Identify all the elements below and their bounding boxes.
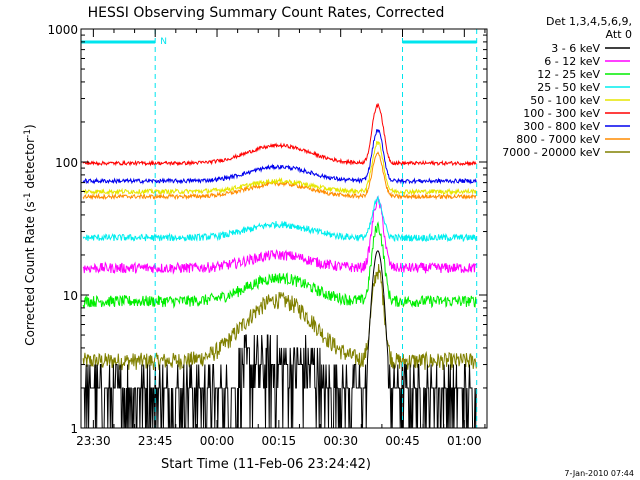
legend-header-line: Att 0	[606, 28, 632, 41]
x-tick-label: 00:15	[262, 434, 297, 448]
legend-header-line: Det 1,3,4,5,6,9,	[546, 15, 632, 28]
generated-date: 7-Jan-2010 07:44	[564, 469, 634, 478]
x-tick-label: 00:00	[200, 434, 235, 448]
plot-frame	[80, 28, 488, 429]
series-line	[82, 195, 477, 243]
legend-label: 800 - 7000 keV	[516, 133, 600, 146]
legend-label: 300 - 800 keV	[523, 120, 600, 133]
x-tick-label: 00:45	[385, 434, 420, 448]
y-axis-label-part: )	[23, 124, 37, 129]
series-line	[82, 129, 477, 185]
y-axis-label-part: detector	[23, 138, 37, 193]
legend-label: 100 - 300 keV	[523, 107, 600, 120]
axes: 1 10 100 1000 23:30 23:45 00:00 00:15 00:30 00:45…	[47, 23, 488, 448]
y-tick-label: 10	[63, 289, 78, 303]
y-axis-label-superscript: -1	[23, 192, 33, 201]
legend-label: 3 - 6 keV	[551, 42, 600, 55]
legend-label: 12 - 25 keV	[537, 68, 600, 81]
legend-label: 25 - 50 keV	[537, 81, 600, 94]
x-tick-label: 00:30	[323, 434, 358, 448]
x-tick-label: 23:45	[138, 434, 173, 448]
series-line	[82, 263, 477, 371]
y-tick-label: 100	[55, 156, 78, 170]
chart-title: HESSI Observing Summary Count Rates, Cor…	[88, 5, 445, 21]
x-tick-label: 23:30	[76, 434, 111, 448]
series-line	[82, 221, 477, 309]
saa-marker-label: N	[160, 37, 167, 47]
series-line	[82, 195, 477, 275]
series-line	[82, 151, 477, 201]
boundary-lines	[154, 29, 478, 428]
legend-label: 6 - 12 keV	[544, 55, 600, 68]
y-axis-label: Corrected Count Rate (s-1 detector-1)	[23, 124, 37, 345]
legend-label: 7000 - 20000 keV	[502, 146, 600, 159]
y-axis-label-superscript: -1	[23, 129, 33, 138]
y-axis-label-part: Corrected Count Rate (s	[23, 201, 37, 345]
y-tick-label: 1000	[47, 23, 78, 37]
legend-label: 50 - 100 keV	[530, 94, 600, 107]
series-lines	[82, 103, 477, 429]
series-line	[82, 140, 477, 196]
series-line	[82, 103, 477, 167]
x-axis-label: Start Time (11-Feb-06 23:24:42)	[161, 457, 371, 472]
y-tick-label: 1	[70, 422, 78, 436]
x-tick-label: 01:00	[447, 434, 482, 448]
night-bars: N	[81, 37, 477, 47]
